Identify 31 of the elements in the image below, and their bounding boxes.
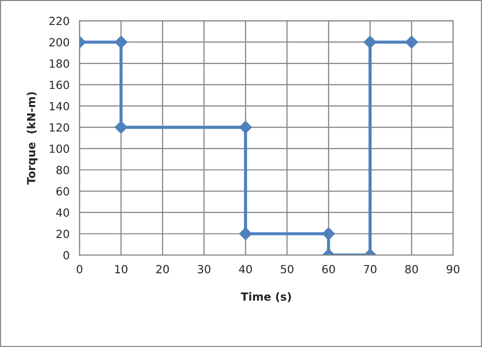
x-tick-label: 60 [322, 264, 335, 274]
x-tick-label: 50 [280, 264, 294, 274]
x-tick-label: 70 [364, 264, 376, 274]
y-tick-label: 220 [49, 16, 70, 26]
y-axis-title: Torque (kN-m) [26, 92, 38, 185]
y-tick-label: 200 [49, 38, 70, 46]
x-tick-label: 10 [115, 264, 128, 274]
point [405, 36, 418, 49]
y-tick-label: 20 [56, 230, 70, 238]
x-tick-label: 40 [239, 264, 252, 274]
y-tick-label: 60 [56, 187, 70, 196]
point [322, 227, 335, 240]
x-tick-label: 0 [76, 264, 82, 274]
y-tick-label: 100 [50, 144, 70, 153]
point [364, 36, 376, 49]
point [239, 120, 252, 134]
point [114, 36, 128, 49]
x-axis-title: Time (s) [240, 292, 291, 302]
x-tick-label: 80 [405, 264, 418, 274]
y-tick-label: 180 [50, 59, 70, 68]
x-tick-label: 30 [198, 264, 210, 274]
x-tick-label: 20 [156, 264, 169, 274]
y-tick-label: 40 [56, 208, 70, 217]
y-tick-label: 0 [63, 251, 70, 260]
y-tick-label: 80 [56, 166, 70, 174]
point [239, 227, 252, 240]
y-tick-label: 160 [50, 80, 70, 90]
point [114, 120, 128, 134]
y-tick-label: 120 [50, 123, 70, 132]
y-tick-label: 140 [50, 102, 70, 110]
x-tick-label: 90 [446, 264, 460, 274]
